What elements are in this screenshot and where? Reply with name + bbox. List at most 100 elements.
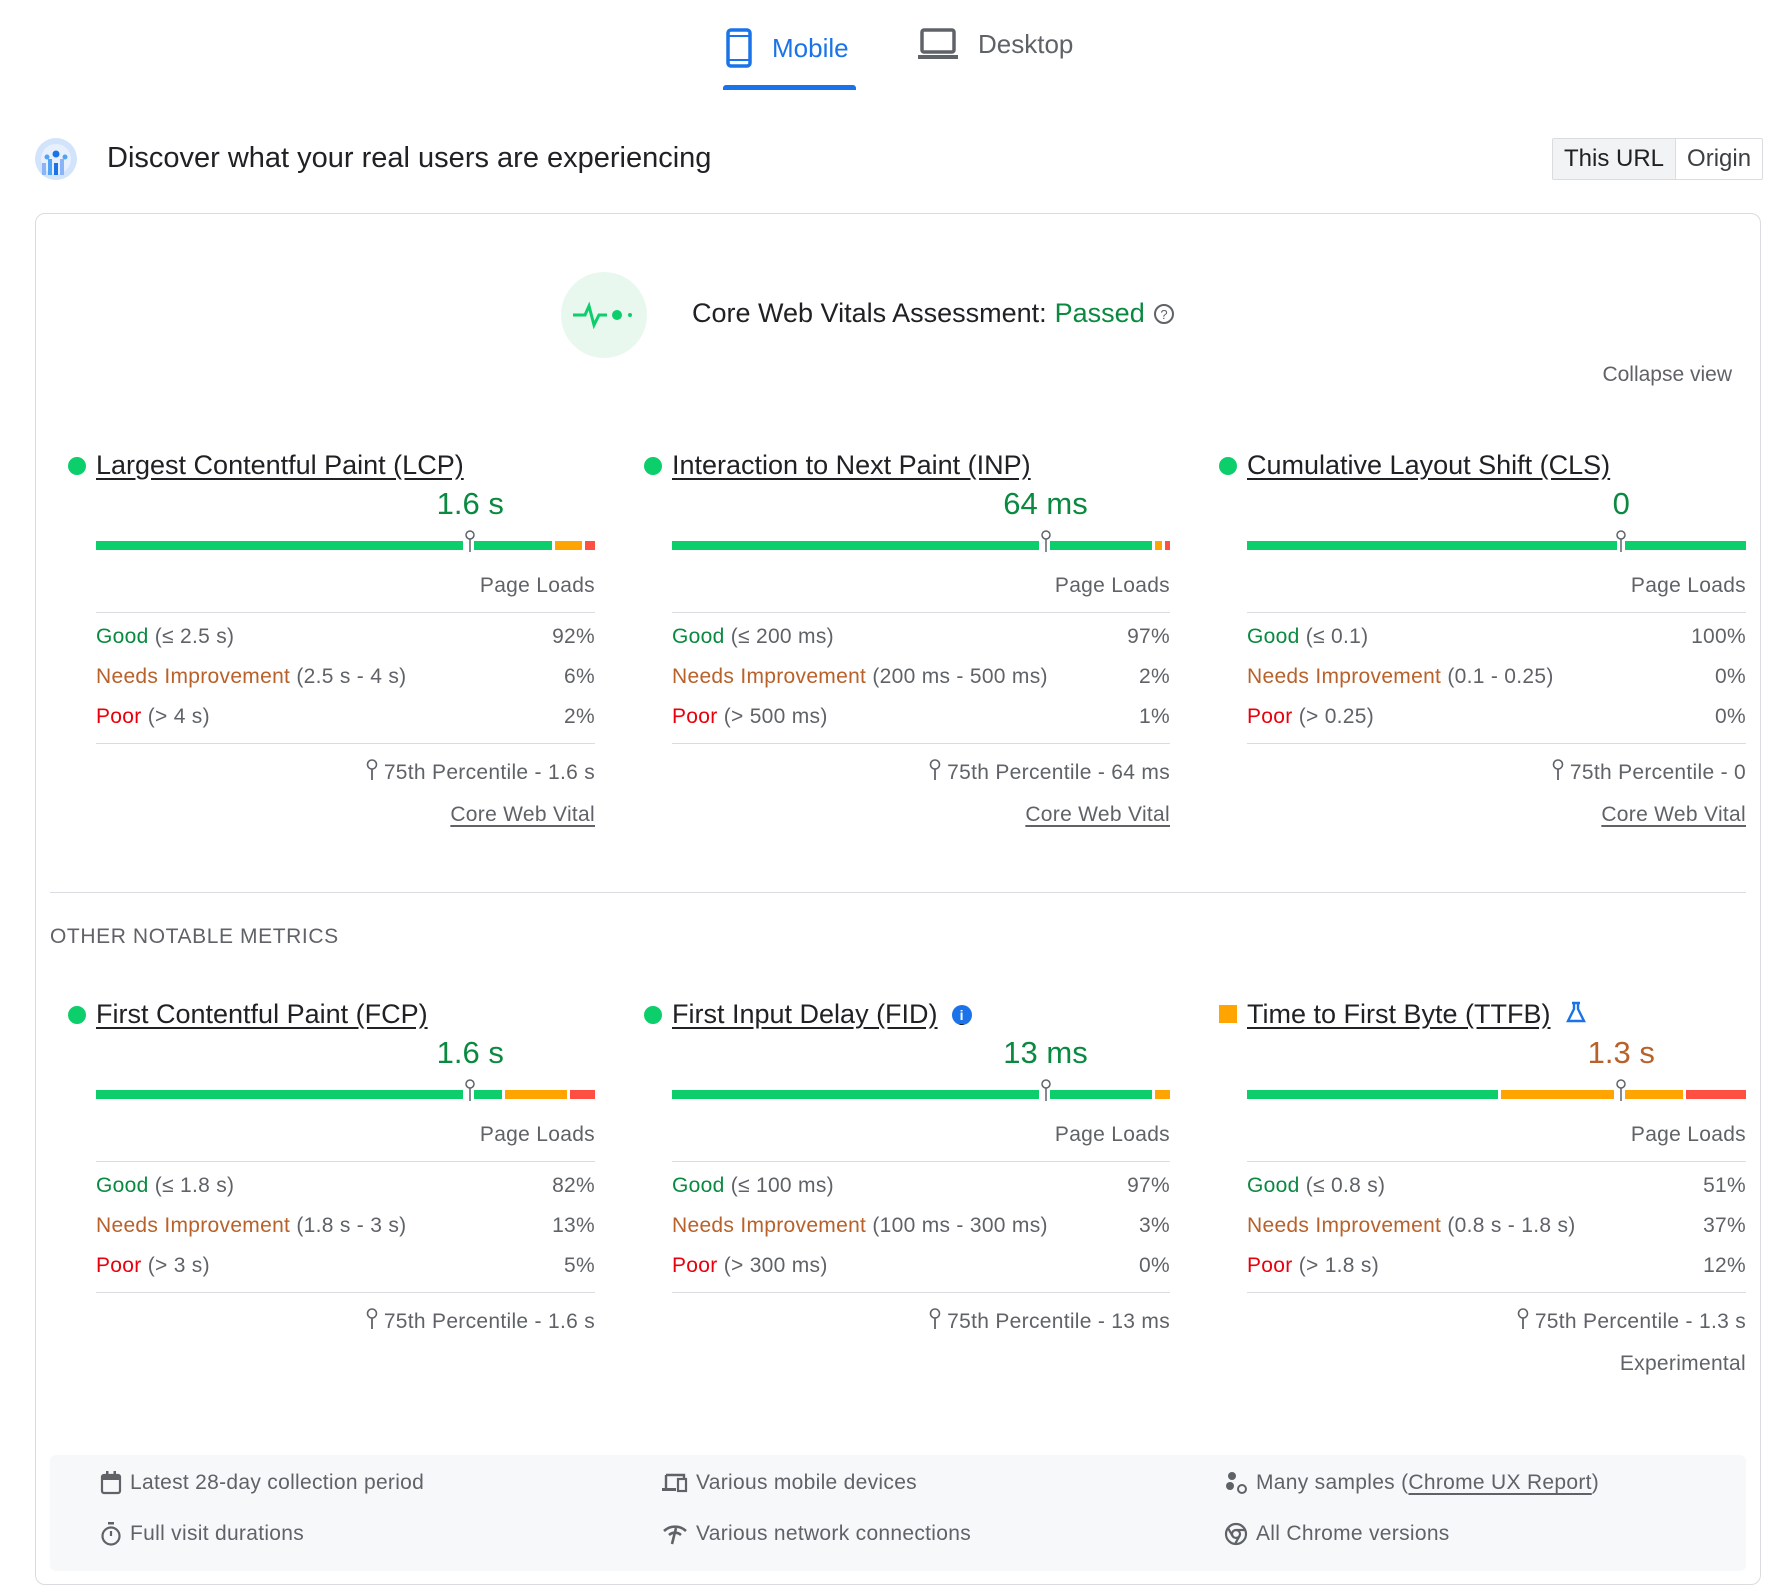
tab-mobile[interactable]: Mobile (726, 28, 849, 68)
help-icon[interactable]: ? (1153, 303, 1175, 325)
row-percent: 6% (564, 665, 595, 688)
distribution-row-good: Good (≤ 0.1) 100% (1247, 625, 1746, 649)
row-range: (> 3 s) (147, 1254, 210, 1277)
distribution-bar (1247, 530, 1746, 552)
vitals-pulse-icon (561, 272, 647, 358)
metric-card-fcp: First Contentful Paint (FCP) 1.6 s Page Lo… (68, 999, 595, 1399)
row-range: (2.5 s - 4 s) (296, 665, 407, 688)
percentile-text: 75th Percentile - 1.6 s (383, 761, 595, 784)
metric-title-link[interactable]: Largest Contentful Paint (LCP) (96, 450, 464, 481)
info-icon[interactable]: i (951, 1004, 972, 1025)
row-label: Needs Improvement (0.8 s - 1.8 s) (1247, 1214, 1576, 1238)
row-label: Poor (> 0.25) (1247, 705, 1374, 729)
metric-value: 1.3 s (1587, 1035, 1655, 1070)
footer-text: Various mobile devices (696, 1471, 917, 1494)
good-segment (96, 541, 464, 550)
core-web-vital-link[interactable]: Core Web Vital (1025, 803, 1170, 826)
distribution-row-good: Good (≤ 0.8 s) 51% (1247, 1174, 1746, 1198)
origin-button[interactable]: Origin (1687, 145, 1752, 172)
row-category: Poor (96, 705, 142, 728)
needs-improvement-segment (505, 1090, 568, 1099)
footer-samples: Many samples (Chrome UX Report) (1224, 1471, 1599, 1495)
percentile-text: 75th Percentile - 13 ms (947, 1310, 1170, 1333)
row-percent: 13% (552, 1214, 595, 1237)
metric-value: 13 ms (1003, 1035, 1088, 1070)
tab-label: Mobile (772, 32, 849, 63)
section-divider (50, 892, 1746, 893)
url-origin-toggle: This URL Origin (1552, 138, 1764, 180)
this-url-button[interactable]: This URL (1553, 139, 1677, 179)
row-category: Poor (1247, 1254, 1293, 1277)
footer-text: Full visit durations (130, 1522, 305, 1545)
status-dot-icon (644, 457, 662, 475)
distribution-bar (1247, 1079, 1746, 1101)
row-percent: 92% (552, 625, 595, 648)
metric-title-link[interactable]: Interaction to Next Paint (INP) (672, 450, 1031, 481)
percentile-75: 75th Percentile - 1.3 s (1517, 1308, 1746, 1336)
needs-improvement-segment (555, 541, 583, 550)
footer-text: All Chrome versions (1256, 1522, 1450, 1545)
page-title: Discover what your real users are experi… (107, 142, 712, 174)
poor-segment (585, 541, 595, 550)
row-percent: 97% (1127, 1174, 1170, 1197)
good-segment (1049, 1090, 1153, 1099)
metric-title-link[interactable]: First Input Delay (FID) i (672, 999, 972, 1030)
row-range: (> 0.25) (1298, 705, 1375, 728)
pin-icon (366, 759, 378, 787)
devices-icon (662, 1473, 688, 1493)
row-label: Poor (> 300 ms) (672, 1254, 828, 1278)
status-square-icon (1219, 1005, 1237, 1023)
row-label: Needs Improvement (2.5 s - 4 s) (96, 665, 406, 689)
row-label: Poor (> 1.8 s) (1247, 1254, 1379, 1278)
metric-value: 0 (1612, 486, 1630, 521)
row-label: Good (≤ 2.5 s) (96, 625, 234, 649)
divider (672, 1292, 1170, 1293)
divider (672, 743, 1170, 744)
metric-title-link[interactable]: Cumulative Layout Shift (CLS) (1247, 450, 1610, 481)
core-web-vital-link[interactable]: Core Web Vital (450, 803, 595, 826)
good-segment (672, 1090, 1039, 1099)
metric-title-link[interactable]: First Contentful Paint (FCP) (96, 999, 428, 1030)
row-category: Needs Improvement (96, 1214, 291, 1237)
samples-prefix: Many samples ( (1256, 1471, 1409, 1494)
row-category: Poor (672, 705, 718, 728)
divider (1247, 612, 1746, 613)
core-web-vital-link[interactable]: Core Web Vital (1601, 803, 1746, 826)
distribution-row-needs-improvement: Needs Improvement (0.8 s - 1.8 s) 37% (1247, 1214, 1746, 1238)
needs-improvement-segment (1155, 1090, 1170, 1099)
status-dot-icon (644, 1006, 662, 1024)
percentile-text: 75th Percentile - 1.3 s (1534, 1310, 1746, 1333)
row-label: Needs Improvement (1.8 s - 3 s) (96, 1214, 406, 1238)
stopwatch-icon (101, 1522, 121, 1546)
good-segment (672, 541, 1039, 550)
metric-card-inp: Interaction to Next Paint (INP) 64 ms Page… (644, 450, 1170, 850)
distribution-row-needs-improvement: Needs Improvement (1.8 s - 3 s) 13% (96, 1214, 595, 1238)
chrome-ux-report-link[interactable]: Chrome UX Report (1408, 1471, 1592, 1494)
row-percent: 5% (564, 1254, 595, 1277)
good-segment (474, 541, 553, 550)
status-dot-icon (68, 1006, 86, 1024)
row-category: Needs Improvement (1247, 1214, 1442, 1237)
row-range: (≤ 200 ms) (730, 625, 834, 648)
chrome-icon (1224, 1522, 1248, 1546)
distribution-row-needs-improvement: Needs Improvement (2.5 s - 4 s) 6% (96, 665, 595, 689)
svg-text:?: ? (1160, 307, 1167, 322)
tab-desktop[interactable]: Desktop (918, 28, 1073, 60)
pin-icon (1517, 1308, 1529, 1336)
percentile-marker-icon (465, 530, 475, 552)
metric-value: 1.6 s (436, 486, 504, 521)
collapse-view-button[interactable]: Collapse view (1602, 363, 1732, 386)
row-percent: 1% (1139, 705, 1170, 728)
status-dot-icon (1219, 457, 1237, 475)
row-label: Good (≤ 100 ms) (672, 1174, 834, 1198)
flask-icon (1565, 999, 1587, 1030)
metric-title-link[interactable]: Time to First Byte (TTFB) (1247, 999, 1587, 1030)
distribution-bar (96, 530, 595, 552)
row-category: Needs Improvement (672, 665, 867, 688)
row-range: (0.8 s - 1.8 s) (1447, 1214, 1576, 1237)
percentile-marker-icon (465, 1079, 475, 1101)
row-category: Good (96, 625, 149, 648)
row-percent: 3% (1139, 1214, 1170, 1237)
row-category: Poor (1247, 705, 1293, 728)
metric-card-cls: Cumulative Layout Shift (CLS) 0 Page Loads… (1219, 450, 1746, 850)
